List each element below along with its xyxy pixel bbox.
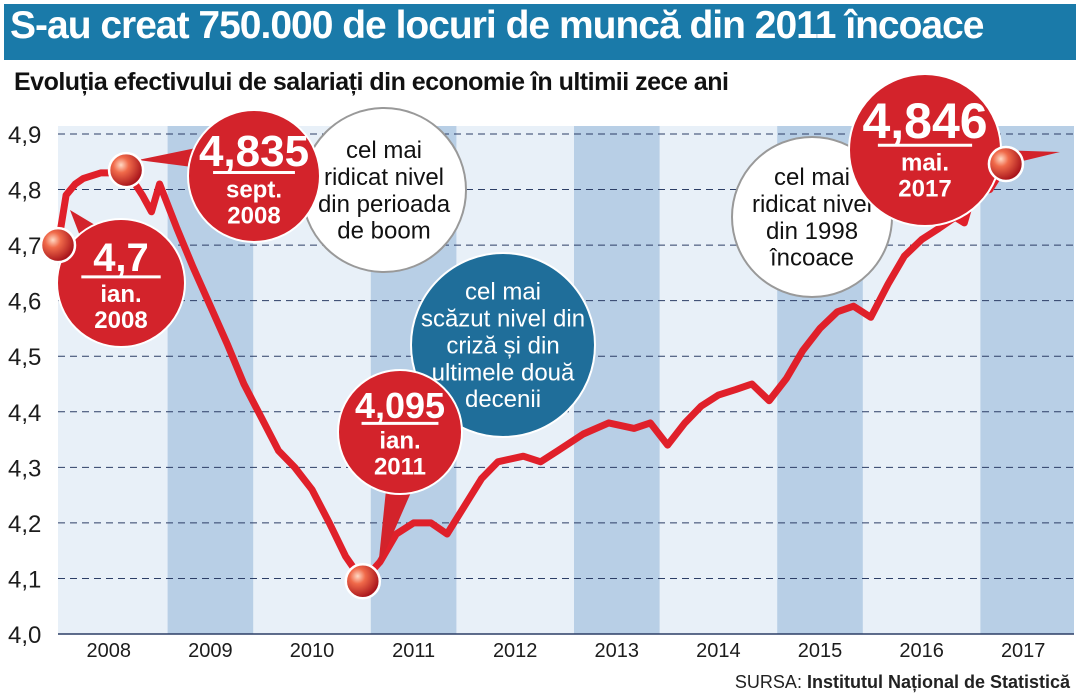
callout-text: criză și din: [446, 332, 559, 359]
data-point-marker: [987, 145, 1025, 183]
callout-text: decenii: [465, 386, 541, 413]
source-name: Institutul Național de Statistică: [806, 672, 1070, 692]
callout-label: 2011: [374, 453, 426, 480]
callout-bubble: [187, 109, 321, 243]
x-tick-label: 2015: [798, 640, 843, 662]
year-band: [980, 126, 1074, 634]
x-tick-label: 2010: [290, 640, 335, 662]
callout-label: ian.: [100, 281, 141, 308]
callout-text: cel mai: [465, 279, 541, 306]
callout-bubble-blue: [410, 252, 596, 438]
callout-label: sept.: [226, 177, 282, 204]
callout-value: 4,846: [862, 93, 987, 149]
x-tick-label: 2016: [899, 640, 944, 662]
x-tick-label: 2009: [188, 640, 233, 662]
callout-value: 4,7: [93, 236, 149, 280]
x-tick-label: 2014: [696, 640, 741, 662]
y-tick-label: 4,4: [8, 400, 41, 427]
y-tick-label: 4,3: [8, 455, 41, 482]
callout-text: cel mai: [346, 137, 422, 164]
callout-value: 4,095: [355, 385, 445, 426]
callout-label: ian.: [379, 428, 420, 455]
source-prefix: SURSA:: [734, 672, 802, 692]
y-tick-label: 4,9: [8, 122, 41, 149]
series-line: [54, 160, 1010, 585]
callout-value: 4,835: [199, 127, 309, 176]
callout-text: cel mai: [774, 164, 850, 191]
chart-subtitle: Evoluția efectivului de salariați din ec…: [14, 68, 729, 96]
x-tick-label: 2017: [1001, 640, 1046, 662]
callout-text: din 1998: [766, 218, 858, 245]
callout-bubble: [56, 218, 186, 348]
callout-text: ultimele două: [432, 359, 575, 386]
x-tick-label: 2012: [493, 640, 538, 662]
y-tick-label: 4,6: [8, 289, 41, 316]
data-point-marker: [107, 151, 145, 189]
y-tick-label: 4,7: [8, 233, 41, 260]
callout-label: 2008: [227, 203, 280, 230]
x-tick-label: 2008: [87, 640, 132, 662]
callout-pointer: [378, 490, 412, 568]
callout-bubble: [337, 369, 463, 495]
callout-text: de boom: [337, 218, 430, 245]
callout-label: 2008: [94, 307, 147, 334]
y-tick-label: 4,0: [8, 622, 41, 649]
callout-text: ridicat nivel: [752, 191, 872, 218]
x-tick-label: 2011: [392, 640, 435, 662]
chart-title: S-au creat 750.000 de locuri de muncă di…: [10, 4, 984, 47]
callout-text: ridicat nivel: [324, 164, 444, 191]
callout-label: mai.: [901, 149, 949, 176]
y-tick-label: 4,1: [8, 566, 41, 593]
source-note: SURSA: Institutul Național de Statistică: [735, 672, 1070, 693]
callout-text: scăzut nivel din: [421, 306, 585, 333]
callout-pointer: [138, 148, 200, 168]
x-tick-label: 2013: [595, 640, 640, 662]
y-tick-label: 4,5: [8, 344, 41, 371]
callout-text: din perioada: [318, 191, 451, 218]
y-tick-label: 4,8: [8, 178, 41, 205]
callout-text: încoace: [769, 245, 854, 272]
data-point-marker: [39, 226, 77, 264]
header-banner: [4, 4, 1076, 60]
data-point-marker: [344, 562, 382, 600]
callout-label: 2017: [898, 175, 951, 202]
y-tick-label: 4,2: [8, 511, 41, 538]
